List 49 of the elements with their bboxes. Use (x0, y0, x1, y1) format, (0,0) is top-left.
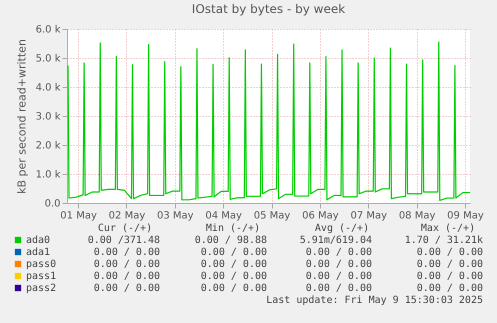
y-tick-label: 4.0 k (36, 82, 61, 94)
text: 0.00 / 0.00 (416, 259, 483, 270)
y-axis-title: kB per second read+written (16, 39, 29, 194)
x-tick-label: 05 May (254, 210, 290, 222)
text: 0.00 / 0.00 (94, 283, 160, 294)
y-tick-label: 0.0 (44, 198, 60, 210)
x-tick-label: 02 May (108, 210, 146, 222)
text: Min (-/+) (206, 223, 260, 234)
text: Avg (-/+) (314, 223, 370, 234)
text: 0.00 / 0.00 (94, 271, 160, 282)
text: Last update: Fri May 9 15:30:03 2025 (266, 295, 483, 306)
text: 5.91m/619.04 (300, 235, 372, 246)
text: 0.00 / 98.88 (194, 235, 267, 246)
x-tick-label: 04 May (205, 210, 242, 222)
text: 0.00 /371.48 (88, 235, 160, 246)
x-tick-label: 01 May (60, 210, 97, 222)
legend-label: ada1 (26, 247, 50, 258)
legend-label: pass0 (26, 259, 56, 270)
legend-label: pass1 (26, 271, 56, 282)
text: 0.00 / 0.00 (306, 259, 372, 270)
text: 0.00 / 0.00 (416, 247, 483, 258)
legend-label: pass2 (26, 283, 56, 294)
y-tick-label: 5.0 k (36, 54, 61, 64)
y-tick-label: 2.0 k (36, 140, 61, 152)
text: 0.00 / 0.00 (306, 247, 372, 258)
text: 1.70 / 31.21k (404, 235, 483, 246)
y-tick-label: 1.0 k (36, 170, 61, 180)
x-tick-label: 08 May (398, 210, 436, 222)
text: 0.00 / 0.00 (94, 259, 160, 270)
x-tick-label: 09 May (447, 210, 484, 222)
text: Max (-/+) (420, 223, 476, 234)
text: 0.00 / 0.00 (200, 259, 267, 270)
text: 0.00 / 0.00 (416, 271, 483, 282)
chart-title: IOstat by bytes - by week (192, 2, 346, 16)
x-tick-label: 03 May (157, 210, 194, 222)
legend-label: ada0 (26, 235, 50, 246)
y-tick-label: 6.0 k (36, 24, 61, 36)
text: 0.00 / 0.00 (200, 271, 267, 282)
text: 0.00 / 0.00 (416, 283, 483, 294)
text: 0.00 / 0.00 (94, 247, 160, 258)
x-tick-label: 07 May (350, 210, 388, 222)
text: 0.00 / 0.00 (306, 271, 372, 282)
text: 0.00 / 0.00 (306, 283, 372, 294)
line-series (67, 41, 471, 201)
text: 0.00 / 0.00 (200, 247, 267, 258)
text: 0.00 / 0.00 (200, 283, 267, 294)
x-tick-label: 06 May (302, 210, 339, 222)
text: Cur (-/+) (98, 223, 152, 234)
y-tick-label: 3.0 k (36, 112, 61, 122)
